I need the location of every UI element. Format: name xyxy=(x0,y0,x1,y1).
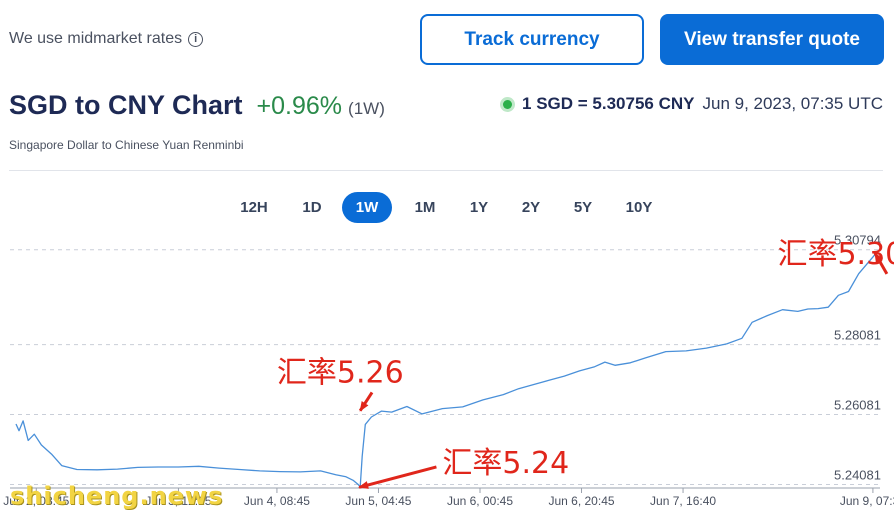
y-tick-label: 5.30794 xyxy=(834,233,881,248)
divider xyxy=(9,170,883,171)
x-tick-label: Jun 7, 16:40 xyxy=(650,494,716,508)
tab-1m[interactable]: 1M xyxy=(414,199,436,216)
tab-1d[interactable]: 1D xyxy=(302,199,322,216)
tab-1w[interactable]: 1W xyxy=(342,192,392,223)
y-tick-label: 5.24081 xyxy=(834,467,881,482)
track-currency-button[interactable]: Track currency xyxy=(420,14,644,65)
x-tick-label: Jun 6, 00:45 xyxy=(447,494,513,508)
change-percent: +0.96% xyxy=(256,92,343,120)
x-tick-label: Jun 3, 12:25 xyxy=(145,494,211,508)
chart-header: SGD to CNY Chart +0.96% (1W) xyxy=(9,90,385,121)
annotation-label: 汇率5.26 xyxy=(277,355,404,390)
exchange-rate-chart: 5.30794 5.28081 5.26081 5.24081 Jun 2, 08:45… xyxy=(3,233,894,508)
x-tick-label: Jun 6, 20:45 xyxy=(548,494,614,508)
x-tick-label: Jun 4, 08:45 xyxy=(244,494,310,508)
tab-12h[interactable]: 12H xyxy=(240,199,268,216)
rate-timestamp: Jun 9, 2023, 07:35 UTC xyxy=(702,94,883,113)
annotation-arrow xyxy=(873,252,889,275)
annotation-arrow xyxy=(358,391,374,412)
y-tick-label: 5.26081 xyxy=(834,398,881,413)
tab-2y[interactable]: 2Y xyxy=(521,199,541,216)
tab-1y[interactable]: 1Y xyxy=(469,199,489,216)
change-period: (1W) xyxy=(348,99,385,118)
x-tick-label: Jun 9, 07:35 xyxy=(840,494,894,508)
rate-value: 1 SGD = 5.30756 CNY xyxy=(522,94,695,113)
series-line xyxy=(15,249,880,488)
midmarket-note: We use midmarket rates i xyxy=(9,30,204,48)
midmarket-text: We use midmarket rates xyxy=(9,30,183,47)
info-icon[interactable]: i xyxy=(188,31,204,47)
pair-subtitle: Singapore Dollar to Chinese Yuan Renminb… xyxy=(9,138,244,152)
x-tick-label: Jun 5, 04:45 xyxy=(345,494,411,508)
tab-10y[interactable]: 10Y xyxy=(625,199,653,216)
page-title: SGD to CNY Chart xyxy=(9,90,243,120)
tab-5y[interactable]: 5Y xyxy=(573,199,593,216)
annotation-label: 汇率5.24 xyxy=(442,446,569,481)
annotation-arrow xyxy=(358,465,437,489)
view-transfer-quote-button[interactable]: View transfer quote xyxy=(660,14,884,65)
x-tick-label: Jun 2, 08:45 xyxy=(3,494,69,508)
watermark: shicheng.news xyxy=(10,482,224,510)
live-rate: 1 SGD = 5.30756 CNY Jun 9, 2023, 07:35 U… xyxy=(503,94,883,114)
y-tick-label: 5.28081 xyxy=(834,328,881,343)
live-dot-icon xyxy=(503,99,513,109)
